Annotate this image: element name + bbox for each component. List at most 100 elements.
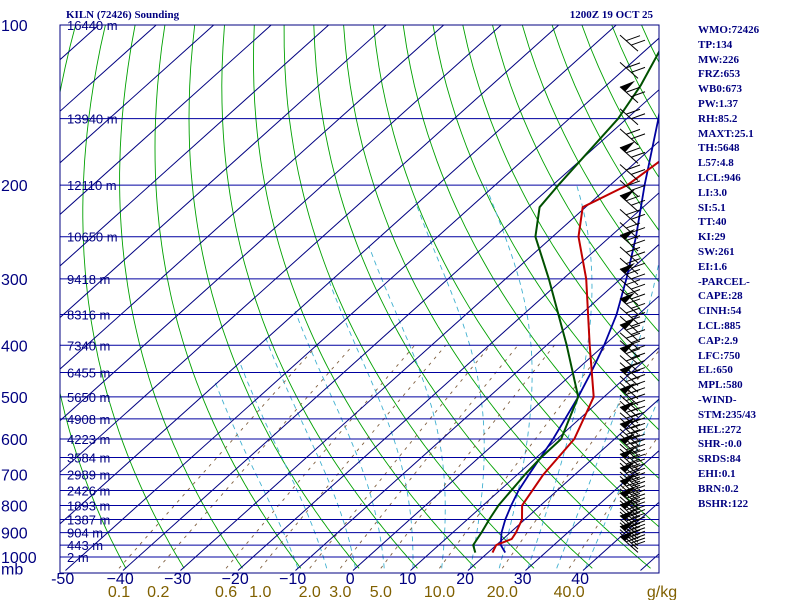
- isotherm: [122, 89, 659, 571]
- wind-barb-staff: [619, 475, 639, 493]
- mixing-ratio-tick-label: 5.0: [370, 584, 392, 600]
- isotherm: [410, 346, 659, 571]
- wind-barb: [619, 180, 646, 197]
- mixing-ratio-line: [501, 349, 659, 569]
- dry-adiabat: [221, 25, 418, 569]
- mixing-ratio-tick-label: 3.0: [329, 584, 351, 600]
- wind-barb: [619, 141, 646, 164]
- wind-barb-staff: [619, 362, 639, 379]
- wind-barb-feather: [625, 512, 641, 518]
- wind-barb-staff: [619, 532, 639, 550]
- wind-barb-feather: [630, 273, 646, 280]
- wind-barb-staff: [619, 417, 639, 435]
- sounding-index: STM:235/43: [698, 408, 757, 421]
- height-label: 443 m: [67, 538, 103, 553]
- wind-barb: [619, 257, 646, 275]
- wind-barb-feather: [630, 523, 646, 530]
- dry-adiabat: [253, 25, 477, 569]
- wind-barb-flag: [620, 229, 635, 241]
- wind-barb-flag: [620, 486, 635, 498]
- sounding-index: L57:4.8: [698, 157, 734, 170]
- sounding-index: PW:1.37: [698, 97, 739, 110]
- wind-barb-feather: [625, 268, 641, 275]
- moist-adiabat: [584, 396, 659, 569]
- moist-adiabat: [485, 184, 533, 569]
- sounding-index: TH:5648: [698, 142, 740, 155]
- wind-barb-feather: [630, 405, 646, 412]
- sounding-index: HEL:272: [698, 423, 742, 436]
- temperature-tick-label: −40: [107, 571, 134, 588]
- wind-barb-staff: [619, 180, 639, 197]
- wind-barb-staff: [619, 428, 639, 446]
- wind-barb: [619, 511, 646, 529]
- wind-barb-feather: [630, 239, 646, 246]
- wind-barb: [619, 164, 646, 181]
- station-title: KILN (72426) Sounding: [66, 9, 180, 21]
- isotherm: [60, 25, 387, 319]
- sounding-index: KI:29: [698, 231, 726, 244]
- pressure-tick-label: 800: [1, 498, 28, 515]
- wind-barb-feather: [625, 35, 641, 42]
- wind-barb-flag: [620, 447, 635, 459]
- wind-barb-flag: [620, 262, 635, 274]
- wind-barb-staff: [619, 332, 639, 350]
- wind-barb-feather: [625, 418, 641, 425]
- wind-barb: [619, 62, 646, 79]
- mixing-ratio-tick-label: 20.0: [487, 584, 518, 600]
- mixing-ratio-tick-label: 0.1: [108, 584, 130, 600]
- wind-barb-feather: [630, 184, 646, 191]
- height-label: 9418 m: [67, 272, 110, 287]
- sounding-index: TP:134: [698, 38, 733, 51]
- sounding-index: CAPE:28: [698, 290, 743, 303]
- isotherm: [60, 25, 330, 267]
- wind-barb: [619, 507, 646, 525]
- wind-barb-feather: [630, 151, 646, 158]
- wind-barb-feather: [630, 352, 646, 359]
- sounding-index: MW:226: [698, 53, 739, 66]
- sounding-index: EI:1.6: [698, 260, 728, 273]
- sounding-indices-list: WMO:72426 TP:134 MW:226 FRZ:653 WB0:673 PW:1.…: [698, 23, 798, 511]
- wind-barb-staff: [619, 500, 639, 518]
- pressure-tick-label: 900: [1, 526, 28, 543]
- isotherm: [60, 25, 445, 370]
- wind-barb-staff: [619, 488, 639, 506]
- wind-barb: [619, 108, 646, 126]
- sounding-index: SRDS:84: [698, 453, 741, 466]
- mixing-ratio-tick-label: 0.6: [215, 584, 237, 600]
- wind-barb-feather: [630, 320, 646, 327]
- wind-barb-staff: [619, 471, 639, 489]
- sounding-index: FRZ:653: [698, 68, 741, 81]
- mixing-ratio-line: [259, 345, 447, 569]
- mixing-ratio-line: [439, 345, 608, 569]
- pressure-tick-label: 700: [1, 468, 28, 485]
- wind-barb-feather: [625, 108, 641, 115]
- sounding-index: SHR-:0.0: [698, 438, 742, 451]
- wind-barb-staff: [619, 246, 639, 264]
- sounding-index: -PARCEL-: [698, 275, 750, 288]
- sounding-index: -WIND-: [698, 393, 737, 406]
- wind-barb-feather: [625, 128, 641, 135]
- wind-barb: [619, 288, 646, 306]
- moist-adiabat: [414, 201, 485, 569]
- wind-barb-feather: [630, 520, 646, 527]
- height-label: 7340 m: [67, 338, 110, 353]
- pressure-tick-label: mb: [1, 561, 23, 578]
- wind-barb-feather: [625, 429, 641, 436]
- pressure-tick-label: 400: [1, 338, 28, 355]
- wind-barb-feather: [625, 222, 641, 229]
- wind-barb-staff: [619, 257, 639, 275]
- pressure-tick-label: 600: [1, 432, 28, 449]
- height-label: 4223 m: [67, 432, 110, 447]
- wind-barb-feather: [630, 113, 646, 120]
- wind-barb-feather: [630, 485, 646, 492]
- wind-barb-feather: [630, 312, 646, 318]
- wind-barb-staff: [619, 382, 639, 400]
- moist-adiabat: [214, 382, 299, 569]
- wind-barb-staff: [619, 288, 639, 306]
- dry-adiabat: [188, 25, 360, 569]
- temperature-tick-label: -50: [51, 571, 74, 588]
- sounding-index: CINH:54: [698, 305, 742, 318]
- wind-barb: [619, 443, 646, 461]
